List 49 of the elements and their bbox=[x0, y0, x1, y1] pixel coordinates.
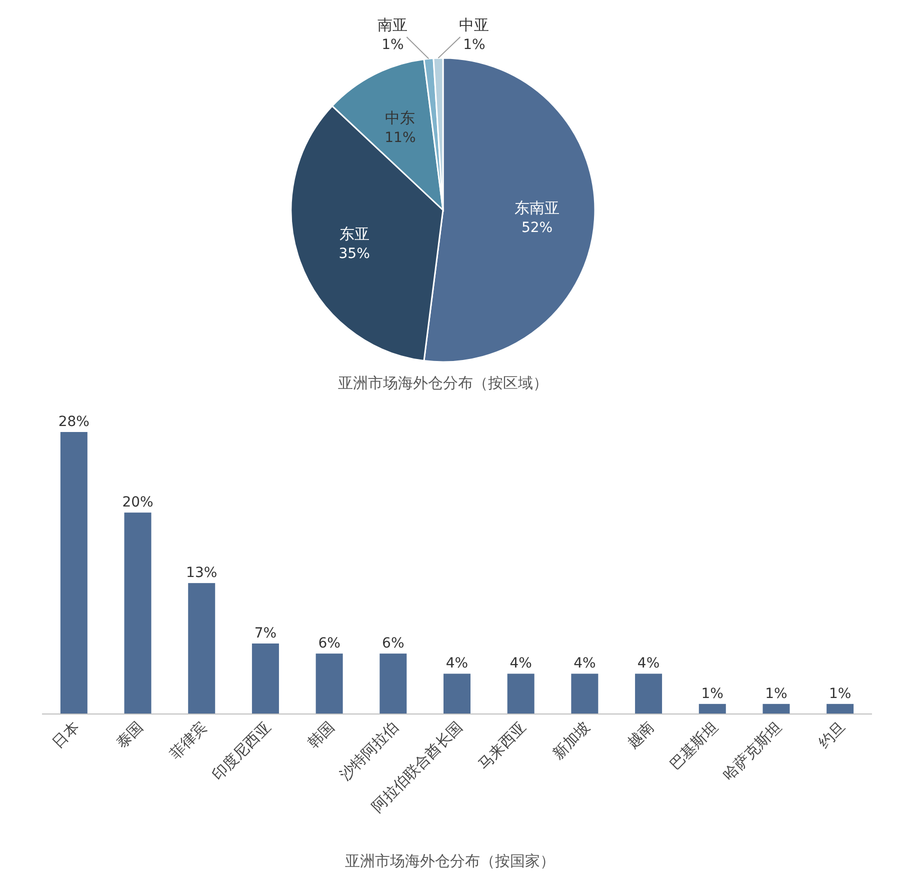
data-label: 20% bbox=[122, 494, 154, 511]
bar bbox=[188, 583, 216, 714]
x-tick-label: 日本 bbox=[48, 718, 83, 752]
data-label: 11% bbox=[384, 130, 416, 146]
data-label: 4% bbox=[446, 656, 468, 672]
x-tick-label: 巴基斯坦 bbox=[666, 718, 722, 774]
data-label: 35% bbox=[338, 246, 370, 262]
x-tick-label: 越南 bbox=[623, 718, 658, 752]
x-tick-label: 哈萨克斯坦 bbox=[719, 718, 786, 784]
bar bbox=[762, 704, 790, 714]
bar bbox=[124, 512, 152, 714]
data-label: 4% bbox=[574, 656, 596, 672]
x-tick-label: 约旦 bbox=[814, 718, 849, 752]
data-label: 6% bbox=[382, 636, 404, 652]
bar bbox=[507, 674, 534, 714]
bar bbox=[444, 674, 470, 714]
slice-label: 中亚 bbox=[459, 16, 490, 34]
x-tick-label: 泰国 bbox=[112, 718, 147, 752]
text: 亚洲市场海外仓分布（按区域） bbox=[338, 374, 548, 392]
bar bbox=[380, 654, 407, 714]
x-tick-label: 马来西亚 bbox=[474, 718, 530, 774]
data-label: 7% bbox=[254, 626, 277, 642]
slice-label: 南亚 bbox=[378, 16, 408, 34]
bar bbox=[252, 644, 279, 714]
x-tick-label: 韩国 bbox=[304, 718, 338, 752]
data-label: 28% bbox=[58, 414, 90, 430]
slice-label: 东南亚 bbox=[514, 198, 560, 217]
bar bbox=[698, 704, 726, 714]
data-label: 1% bbox=[382, 37, 404, 53]
data-label: 13% bbox=[186, 565, 218, 582]
data-label: 52% bbox=[521, 220, 553, 236]
bar bbox=[571, 674, 598, 714]
data-label: 1% bbox=[765, 686, 788, 702]
slice-label: 东亚 bbox=[339, 224, 370, 243]
bar bbox=[316, 654, 343, 714]
data-label: 6% bbox=[318, 636, 340, 652]
data-label: 4% bbox=[637, 656, 660, 672]
text: 亚洲市场海外仓分布（按国家） bbox=[345, 852, 555, 870]
data-label: 4% bbox=[510, 656, 532, 672]
x-tick-label: 印度尼西亚 bbox=[208, 718, 274, 784]
bar bbox=[60, 432, 88, 714]
x-tick-label: 新加坡 bbox=[548, 718, 594, 763]
slice-label: 中东 bbox=[385, 109, 416, 128]
data-label: 1% bbox=[828, 686, 852, 702]
data-label: 1% bbox=[463, 37, 486, 53]
bar bbox=[635, 674, 662, 714]
x-tick-label: 菲律宾 bbox=[166, 718, 210, 763]
bar bbox=[826, 704, 854, 714]
data-label: 1% bbox=[701, 686, 724, 702]
